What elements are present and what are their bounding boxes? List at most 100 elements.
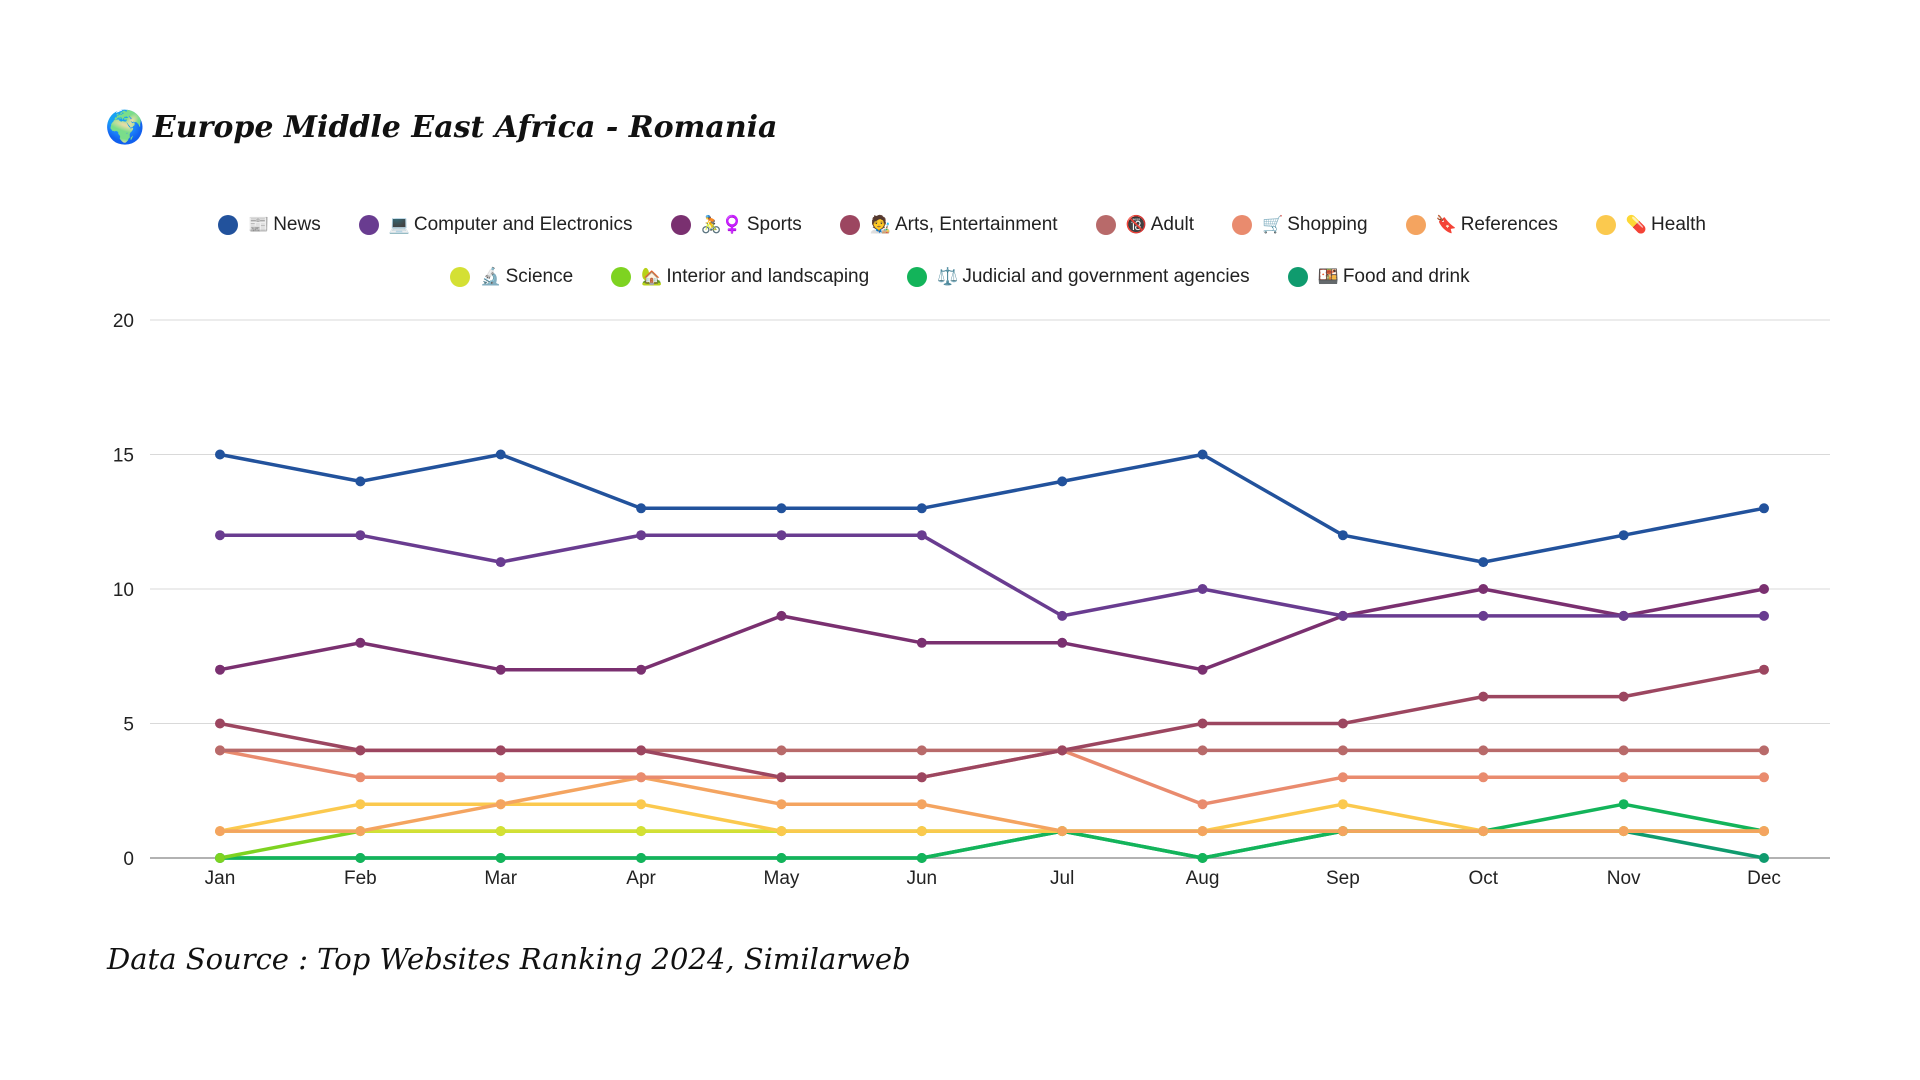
point-sports-oct[interactable] — [1478, 584, 1489, 594]
point-news-jul[interactable] — [1057, 476, 1068, 487]
point-adult-oct[interactable] — [1478, 745, 1489, 756]
point-sports-may[interactable] — [776, 610, 787, 621]
point-adult-sep[interactable] — [1337, 745, 1348, 756]
point-adult-nov[interactable] — [1618, 745, 1629, 756]
point-health-jun[interactable] — [916, 826, 927, 837]
point-arts-entertainment-may[interactable] — [776, 772, 787, 783]
point-judicial-and-government-agencies-apr[interactable] — [636, 853, 647, 863]
point-health-may[interactable] — [776, 826, 787, 837]
point-shopping-feb[interactable] — [355, 772, 366, 783]
point-news-jan[interactable] — [215, 449, 225, 460]
point-judicial-and-government-agencies-may[interactable] — [776, 853, 787, 863]
legend-item-judicial-and-government-agencies[interactable]: ⚖️ Judicial and government agencies — [907, 266, 1250, 288]
point-health-sep[interactable] — [1337, 799, 1348, 810]
point-references-feb[interactable] — [355, 826, 366, 837]
point-references-jul[interactable] — [1057, 826, 1068, 837]
point-shopping-dec[interactable] — [1759, 772, 1769, 783]
point-judicial-and-government-agencies-feb[interactable] — [355, 853, 366, 863]
legend-item-news[interactable]: 📰 News — [218, 214, 321, 236]
legend-item-food-and-drink[interactable]: 🍱 Food and drink — [1287, 266, 1470, 288]
point-references-dec[interactable] — [1759, 826, 1769, 837]
point-judicial-and-government-agencies-aug[interactable] — [1197, 853, 1208, 863]
point-computer-and-electronics-jun[interactable] — [916, 530, 927, 541]
point-shopping-aug[interactable] — [1197, 799, 1208, 810]
legend-item-arts-entertainment[interactable]: 🧑‍🎨 Arts, Entertainment — [839, 214, 1058, 236]
point-food-and-drink-dec[interactable] — [1759, 853, 1769, 863]
point-health-feb[interactable] — [355, 799, 366, 810]
point-references-mar[interactable] — [495, 799, 506, 810]
legend-item-science[interactable]: 🔬 Science — [450, 266, 573, 288]
point-sports-aug[interactable] — [1197, 664, 1208, 675]
legend-item-references[interactable]: 🔖 References — [1405, 214, 1558, 236]
point-interior-and-landscaping-jan[interactable] — [215, 853, 225, 863]
point-computer-and-electronics-feb[interactable] — [355, 530, 366, 541]
point-sports-apr[interactable] — [636, 664, 647, 675]
point-news-nov[interactable] — [1618, 530, 1629, 541]
point-sports-jan[interactable] — [215, 664, 225, 675]
point-news-sep[interactable] — [1337, 530, 1348, 541]
legend-item-interior-and-landscaping[interactable]: 🏡 Interior and landscaping — [611, 266, 869, 288]
point-news-feb[interactable] — [355, 476, 366, 487]
point-arts-entertainment-aug[interactable] — [1197, 718, 1208, 729]
point-sports-jul[interactable] — [1057, 637, 1068, 648]
point-judicial-and-government-agencies-mar[interactable] — [495, 853, 506, 863]
point-arts-entertainment-oct[interactable] — [1478, 691, 1489, 702]
point-computer-and-electronics-aug[interactable] — [1197, 584, 1208, 594]
point-arts-entertainment-mar[interactable] — [495, 745, 506, 756]
point-shopping-sep[interactable] — [1337, 772, 1348, 783]
point-sports-dec[interactable] — [1759, 584, 1769, 594]
point-adult-aug[interactable] — [1197, 745, 1208, 756]
point-news-dec[interactable] — [1759, 503, 1769, 514]
point-arts-entertainment-apr[interactable] — [636, 745, 647, 756]
point-computer-and-electronics-nov[interactable] — [1618, 610, 1629, 621]
point-references-aug[interactable] — [1197, 826, 1208, 837]
point-shopping-oct[interactable] — [1478, 772, 1489, 783]
point-references-may[interactable] — [776, 799, 787, 810]
legend-item-shopping[interactable]: 🛒 Shopping — [1232, 214, 1368, 236]
point-sports-mar[interactable] — [495, 664, 506, 675]
point-adult-may[interactable] — [776, 745, 787, 756]
legend-item-sports[interactable]: 🚴♀️ Sports — [670, 214, 802, 236]
point-adult-jan[interactable] — [215, 745, 225, 756]
legend-item-computer-and-electronics[interactable]: 💻 Computer and Electronics — [358, 214, 633, 236]
point-science-mar[interactable] — [495, 826, 506, 837]
point-shopping-mar[interactable] — [495, 772, 506, 783]
point-news-jun[interactable] — [916, 503, 927, 514]
point-shopping-nov[interactable] — [1618, 772, 1629, 783]
point-computer-and-electronics-jan[interactable] — [215, 530, 225, 541]
point-computer-and-electronics-apr[interactable] — [636, 530, 647, 541]
point-news-oct[interactable] — [1478, 557, 1489, 568]
point-arts-entertainment-dec[interactable] — [1759, 664, 1769, 675]
point-sports-feb[interactable] — [355, 637, 366, 648]
point-shopping-apr[interactable] — [636, 772, 647, 783]
point-judicial-and-government-agencies-jun[interactable] — [916, 853, 927, 863]
point-judicial-and-government-agencies-nov[interactable] — [1618, 799, 1629, 810]
point-sports-jun[interactable] — [916, 637, 927, 648]
legend-item-health[interactable]: 💊 Health — [1595, 214, 1706, 236]
point-references-jan[interactable] — [215, 826, 225, 837]
point-arts-entertainment-feb[interactable] — [355, 745, 366, 756]
point-news-may[interactable] — [776, 503, 787, 514]
point-adult-dec[interactable] — [1759, 745, 1769, 756]
point-adult-jun[interactable] — [916, 745, 927, 756]
point-news-aug[interactable] — [1197, 449, 1208, 460]
point-references-oct[interactable] — [1478, 826, 1489, 837]
point-arts-entertainment-jun[interactable] — [916, 772, 927, 783]
point-news-mar[interactable] — [495, 449, 506, 460]
legend-item-adult[interactable]: 🔞 Adult — [1095, 214, 1194, 236]
point-arts-entertainment-nov[interactable] — [1618, 691, 1629, 702]
point-science-apr[interactable] — [636, 826, 647, 837]
point-arts-entertainment-sep[interactable] — [1337, 718, 1348, 729]
point-health-apr[interactable] — [636, 799, 647, 810]
point-computer-and-electronics-mar[interactable] — [495, 557, 506, 568]
point-references-nov[interactable] — [1618, 826, 1629, 837]
point-arts-entertainment-jan[interactable] — [215, 718, 225, 729]
point-computer-and-electronics-may[interactable] — [776, 530, 787, 541]
point-computer-and-electronics-sep[interactable] — [1337, 610, 1348, 621]
point-computer-and-electronics-dec[interactable] — [1759, 610, 1769, 621]
point-arts-entertainment-jul[interactable] — [1057, 745, 1068, 756]
point-news-apr[interactable] — [636, 503, 647, 514]
point-computer-and-electronics-oct[interactable] — [1478, 610, 1489, 621]
point-references-sep[interactable] — [1337, 826, 1348, 837]
point-computer-and-electronics-jul[interactable] — [1057, 610, 1068, 621]
